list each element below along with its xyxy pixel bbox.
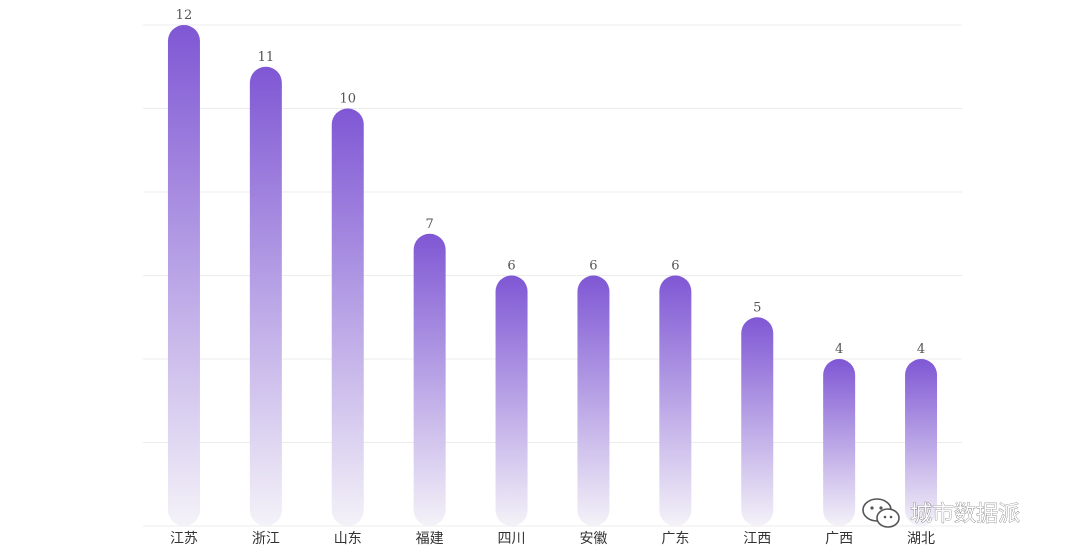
bar <box>659 275 692 526</box>
watermark-text: 城市数据派 <box>910 502 1020 527</box>
bar-value-label: 4 <box>835 342 843 357</box>
bar-value-label: 11 <box>258 50 275 65</box>
value-labels: 12 11 10 7 6 6 6 5 4 4 <box>176 8 926 357</box>
bar-value-label: 5 <box>753 300 761 315</box>
bar-value-label: 6 <box>589 259 597 274</box>
category-label: 江西 <box>743 531 771 547</box>
category-label: 安徽 <box>579 531 607 547</box>
category-label: 江苏 <box>170 531 198 547</box>
bar <box>741 317 774 526</box>
bar <box>413 233 446 526</box>
bar-value-label: 6 <box>507 259 515 274</box>
category-label: 浙江 <box>252 531 280 547</box>
category-label: 四川 <box>498 531 526 547</box>
category-label: 广东 <box>661 531 689 547</box>
wechat-icon <box>862 498 900 528</box>
bar-value-label: 10 <box>339 92 356 107</box>
watermark: 城市数据派 <box>862 498 1020 528</box>
bar-value-label: 7 <box>426 217 434 232</box>
category-label: 湖北 <box>907 531 935 547</box>
bar <box>577 275 610 526</box>
category-label: 福建 <box>416 531 444 547</box>
bars <box>167 25 938 526</box>
category-labels: 江苏 浙江 山东 福建 四川 安徽 广东 江西 广西 湖北 <box>170 531 935 547</box>
bar-value-label: 4 <box>917 342 925 357</box>
bar <box>331 108 364 526</box>
bar <box>249 66 282 526</box>
bar-value-label: 12 <box>176 8 193 23</box>
bar <box>823 359 856 526</box>
bar <box>495 275 528 526</box>
category-label: 广西 <box>825 531 853 547</box>
bar-value-label: 6 <box>671 259 679 274</box>
category-label: 山东 <box>334 531 362 547</box>
bar <box>167 25 200 526</box>
bar <box>905 359 938 526</box>
